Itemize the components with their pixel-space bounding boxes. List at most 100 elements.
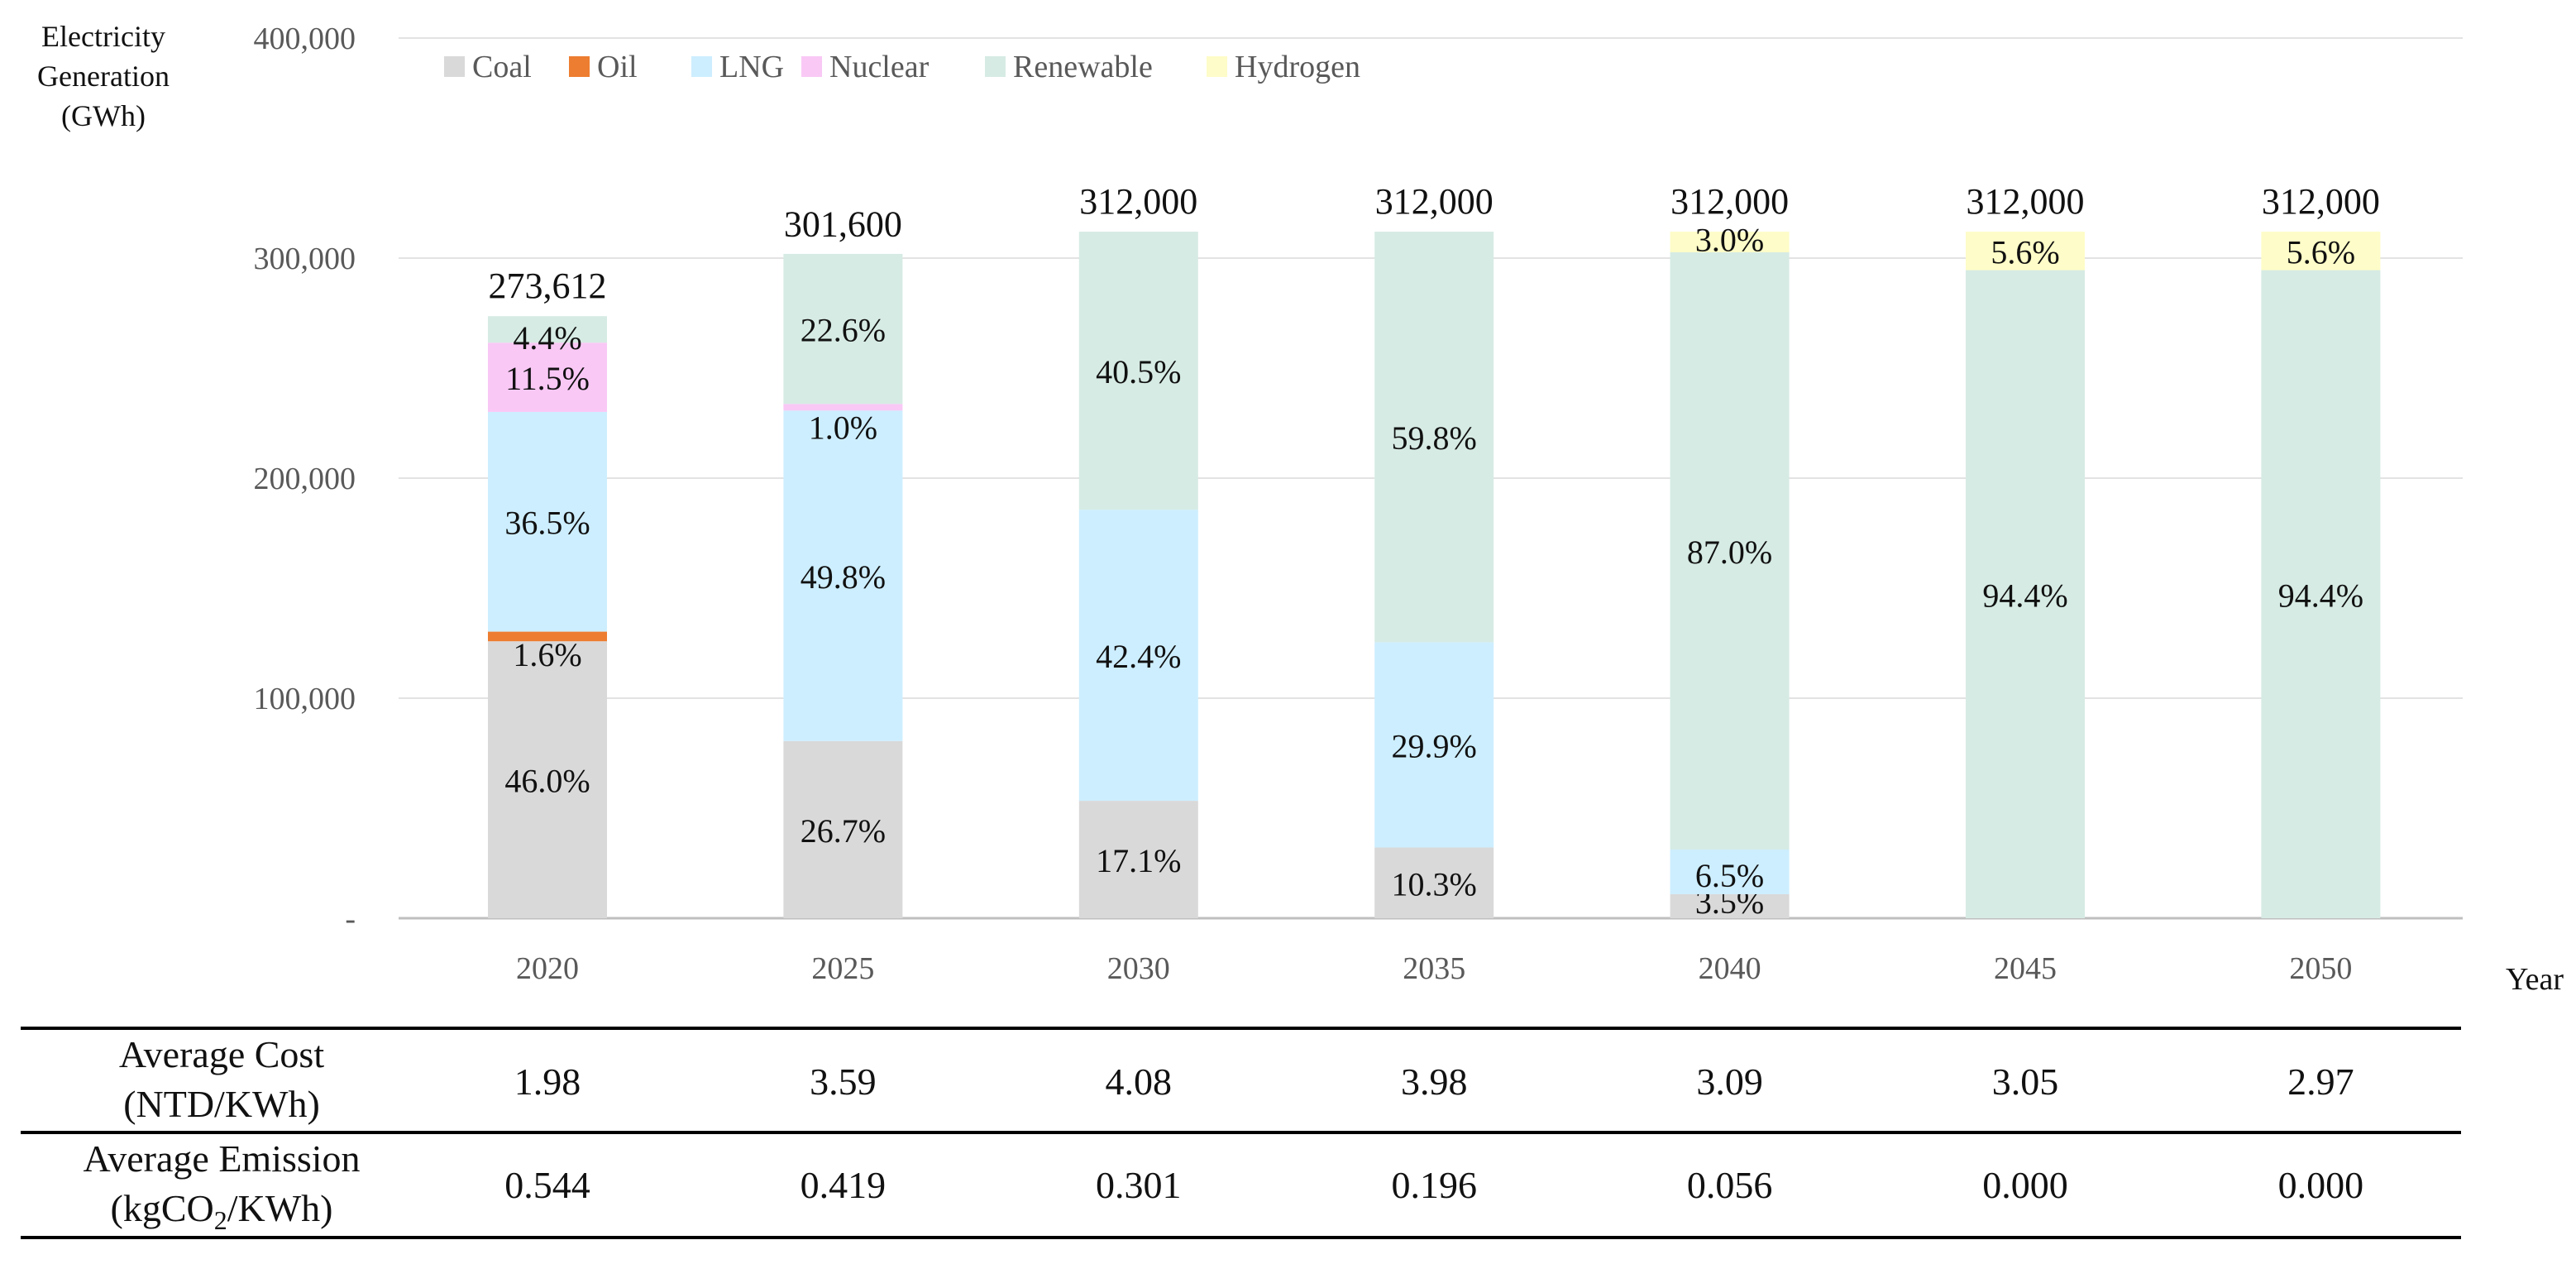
data-label-2030-lng: 42.4% xyxy=(1096,638,1181,675)
bar-2025-renewable xyxy=(783,253,903,405)
data-label-2025-nuclear: 1.0% xyxy=(809,409,877,446)
data-label-2025-renewable: 22.6% xyxy=(801,312,886,349)
legend-label-renewable: Renewable xyxy=(1013,50,1153,84)
summary-table: Average Cost (NTD/KWh) Average Emission … xyxy=(21,1027,2461,1239)
data-label-2040-lng: 6.5% xyxy=(1695,857,1764,894)
data-label-2020-renewable: 4.4% xyxy=(513,319,581,357)
data-label-2020-nuclear: 11.5% xyxy=(505,360,590,397)
y-tick-label-4: 400,000 xyxy=(254,22,356,56)
legend-swatch-coal xyxy=(444,56,465,77)
data-label-2025-coal: 26.7% xyxy=(801,812,886,850)
bar-2025-coal xyxy=(783,740,903,918)
average-emission-label-line-1: Average Emission xyxy=(83,1137,360,1180)
data-label-2035-lng: 29.9% xyxy=(1392,727,1477,764)
data-label-2040-hydrogen: 3.0% xyxy=(1695,222,1764,259)
x-tick-label-2050: 2050 xyxy=(2289,951,2352,986)
bar-2045-hydrogen xyxy=(1966,232,2085,271)
data-label-2030-coal: 17.1% xyxy=(1096,842,1181,879)
data-label-2035-coal: 10.3% xyxy=(1392,865,1477,903)
total-label-2045: 312,000 xyxy=(1967,181,2085,222)
x-tick-label-2045: 2045 xyxy=(1994,951,2057,986)
table-cell-cost-2045: 3.05 xyxy=(1992,1061,2059,1103)
y-axis-title-line-3: (GWh) xyxy=(61,99,146,132)
legend-label-hydrogen: Hydrogen xyxy=(1235,50,1360,84)
y-axis-title-line-2: Generation xyxy=(37,60,170,93)
bar-2020-lng xyxy=(488,411,607,632)
y-tick-label-3: 300,000 xyxy=(254,242,356,276)
bar-2050-renewable xyxy=(2261,270,2381,918)
emission-unit-subscript: 2 xyxy=(214,1205,227,1235)
x-tick-label-2030: 2030 xyxy=(1107,951,1170,986)
bar-2045-renewable xyxy=(1966,270,2085,918)
bar-2040-lng xyxy=(1670,850,1790,894)
table-cell-emission-2040: 0.056 xyxy=(1687,1164,1773,1206)
legend-swatch-oil xyxy=(569,56,590,77)
bar-2040-coal xyxy=(1670,893,1790,918)
table-cell-cost-2035: 3.98 xyxy=(1401,1061,1468,1103)
bar-2020-renewable xyxy=(488,316,607,343)
legend-swatch-hydrogen xyxy=(1207,56,1227,77)
table-cell-emission-2050: 0.000 xyxy=(2278,1164,2364,1206)
y-tick-label-2: 200,000 xyxy=(254,462,356,496)
emission-unit-part-1: (kgCO xyxy=(111,1187,214,1229)
stacked-bars: 46.0% 1.6% 36.5% 11.5%4.4% 273,612 26.7% 49.8%… xyxy=(488,181,2381,921)
average-emission-label-line-2: (kgCO2/KWh) xyxy=(111,1187,333,1235)
bar-2030-renewable xyxy=(1078,232,1198,510)
bar-2040-renewable xyxy=(1670,251,1790,850)
table-cell-emission-2020: 0.544 xyxy=(504,1164,590,1206)
data-label-2020-lng: 36.5% xyxy=(504,505,590,542)
table-cell-cost-2020: 1.98 xyxy=(514,1061,581,1103)
table-cells: 1.98 3.59 4.08 3.98 3.09 3.05 2.97 0.544 0.419 0.… xyxy=(504,1061,2363,1206)
y-tick-label-1: 100,000 xyxy=(254,682,356,716)
bar-2035-coal xyxy=(1374,847,1494,918)
legend-swatch-lng xyxy=(691,56,712,77)
y-axis-title-line-1: Electricity xyxy=(41,20,165,53)
legend-swatch-renewable xyxy=(985,56,1006,77)
total-label-2030: 312,000 xyxy=(1079,181,1197,222)
total-label-2020: 273,612 xyxy=(489,266,607,306)
data-label-2025-lng: 49.8% xyxy=(801,558,886,596)
bar-2040-hydrogen xyxy=(1670,232,1790,252)
total-label-2025: 301,600 xyxy=(784,204,902,245)
data-label-2020-oil: 1.6% xyxy=(513,636,581,673)
bar-2035-lng xyxy=(1374,642,1494,848)
x-tick-label-2025: 2025 xyxy=(811,951,874,986)
bar-2020-oil xyxy=(488,631,607,642)
data-label-2030-renewable: 40.5% xyxy=(1096,353,1181,390)
data-label-2020-coal: 46.0% xyxy=(504,763,590,800)
x-tick-label-2040: 2040 xyxy=(1699,951,1761,986)
bar-2025-nuclear xyxy=(783,404,903,411)
table-cell-cost-2040: 3.09 xyxy=(1696,1061,1763,1103)
average-cost-label-line-1: Average Cost xyxy=(119,1033,324,1075)
data-label-2045-renewable: 94.4% xyxy=(1982,577,2067,614)
bar-2020-coal xyxy=(488,641,607,918)
legend-label-oil: Oil xyxy=(597,50,638,84)
table-cell-emission-2025: 0.419 xyxy=(801,1164,887,1206)
bar-2020-nuclear xyxy=(488,342,607,412)
emission-unit-part-2: /KWh) xyxy=(227,1187,333,1229)
total-label-2035: 312,000 xyxy=(1375,181,1494,222)
table-cell-cost-2030: 4.08 xyxy=(1106,1061,1173,1103)
table-cell-emission-2035: 0.196 xyxy=(1391,1164,1477,1206)
total-label-2050: 312,000 xyxy=(2262,181,2380,222)
table-cell-cost-2050: 2.97 xyxy=(2287,1061,2354,1103)
legend-label-nuclear: Nuclear xyxy=(829,50,930,84)
bar-2025-lng xyxy=(783,410,903,741)
data-label-2035-renewable: 59.8% xyxy=(1392,419,1477,457)
bar-2035-renewable xyxy=(1374,232,1494,643)
data-label-2050-hydrogen: 5.6% xyxy=(2287,233,2355,271)
x-tick-label-2020: 2020 xyxy=(516,951,579,986)
table-cell-cost-2025: 3.59 xyxy=(810,1061,877,1103)
bar-2030-lng xyxy=(1078,510,1198,802)
legend-swatch-nuclear xyxy=(801,56,822,77)
legend-label-coal: Coal xyxy=(472,50,532,84)
axis-labels: - 100,000 200,000 300,000 400,000 2020 2025 203… xyxy=(254,22,2353,986)
table-cell-emission-2045: 0.000 xyxy=(1982,1164,2068,1206)
data-label-2045-hydrogen: 5.6% xyxy=(1991,233,2059,271)
data-label-2040-renewable: 87.0% xyxy=(1687,534,1772,571)
y-tick-label-0: - xyxy=(345,902,356,936)
legend: Coal Oil LNG Nuclear Renewable Hydrogen xyxy=(444,50,1360,84)
table-cell-emission-2030: 0.301 xyxy=(1096,1164,1182,1206)
legend-label-lng: LNG xyxy=(719,50,784,84)
